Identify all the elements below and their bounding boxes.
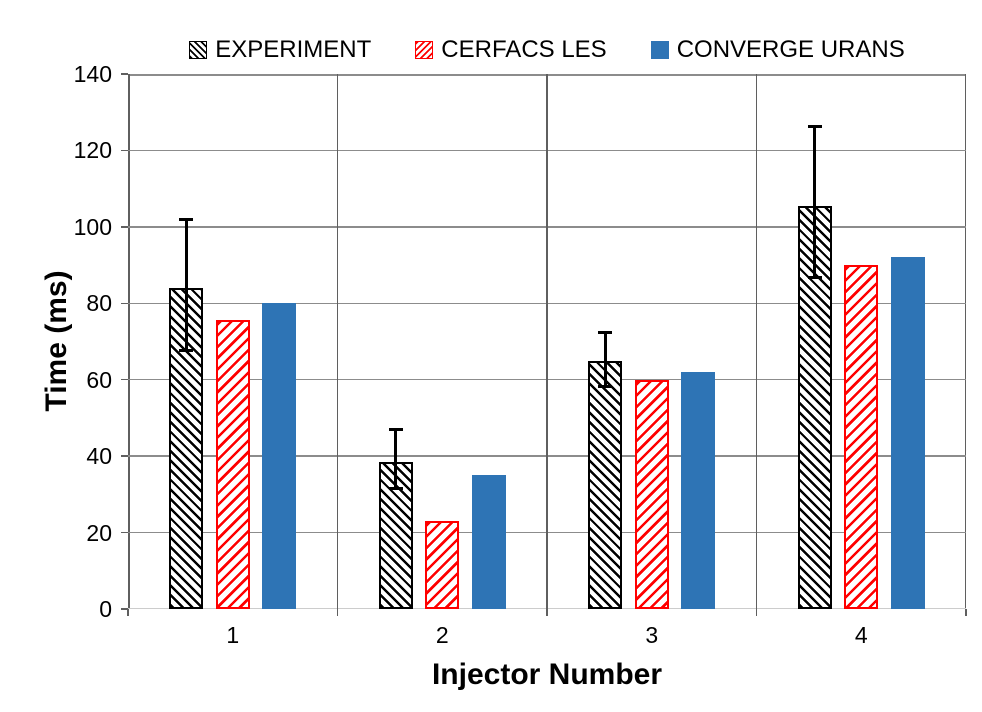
x-tick-mark	[336, 609, 339, 616]
y-tick-label: 60	[86, 366, 112, 393]
y-tick-mark	[121, 149, 128, 152]
bar-hatch-red-injector-3	[634, 379, 669, 609]
experiment-hatch-swatch-icon	[189, 41, 208, 59]
error-bar-line	[394, 429, 398, 489]
y-axis-line	[128, 74, 130, 609]
x-tick-mark	[546, 609, 548, 616]
error-bar-cap-top	[598, 330, 613, 334]
bar-hatch-red-injector-2	[425, 521, 460, 609]
x-tick-mark	[965, 609, 967, 616]
legend-item-experiment: EXPERIMENT	[189, 36, 371, 64]
error-bar-cap-bottom	[807, 276, 822, 280]
y-tick-mark	[121, 531, 128, 534]
x-tick-mark	[755, 609, 758, 616]
cerfacs-les-hatch-swatch-icon	[415, 41, 434, 59]
legend-label-converge-urans: CONVERGE URANS	[676, 36, 905, 63]
bar-solid-blue-injector-3	[681, 372, 716, 609]
y-tick-mark	[121, 455, 128, 457]
bar-solid-blue-injector-2	[471, 475, 506, 609]
legend-label-cerfacs-les: CERFACS LES	[441, 36, 607, 63]
x-axis-title: Injector Number	[431, 658, 663, 691]
y-tick-mark	[121, 302, 128, 305]
bar-hatch-red-injector-4	[844, 265, 879, 609]
bar-hatch-red-injector-1	[215, 320, 250, 609]
y-tick-label: 140	[73, 61, 112, 87]
category-separator	[336, 74, 339, 609]
bar-solid-blue-injector-4	[890, 257, 925, 609]
error-bar-cap-top	[179, 218, 194, 222]
legend-label-experiment: EXPERIMENT	[215, 36, 372, 63]
error-bar-cap-top	[388, 428, 403, 432]
y-tick-label: 120	[73, 137, 112, 164]
error-bar-line	[603, 331, 607, 388]
category-separator	[755, 74, 758, 609]
y-tick-label: 20	[86, 519, 112, 546]
converge-urans-swatch-icon	[650, 41, 669, 59]
error-bar-line	[184, 219, 188, 352]
x-tick-label: 4	[854, 622, 868, 648]
category-separator	[546, 74, 548, 609]
y-tick-label: 40	[86, 443, 112, 470]
bar-hatch-black-injector-3	[588, 360, 623, 609]
legend-item-cerfacs-les: CERFACS LES	[415, 36, 607, 64]
y-tick-mark	[121, 378, 128, 381]
plot-area	[128, 74, 966, 609]
y-tick-label: 100	[73, 213, 112, 240]
error-bar-cap-bottom	[179, 349, 194, 353]
y-tick-label: 0	[99, 596, 112, 622]
y-tick-mark	[121, 73, 128, 75]
y-tick-mark	[121, 226, 128, 228]
bar-solid-blue-injector-1	[262, 303, 297, 609]
error-bar-cap-top	[807, 124, 822, 128]
x-tick-mark	[127, 609, 129, 616]
error-bar-cap-bottom	[388, 486, 403, 490]
x-tick-label: 3	[645, 622, 659, 648]
x-tick-label: 2	[435, 622, 449, 648]
y-tick-label: 80	[86, 290, 112, 317]
legend-item-converge-urans: CONVERGE URANS	[650, 36, 905, 64]
plot-border-right	[964, 74, 966, 609]
x-tick-label: 1	[226, 622, 240, 648]
legend: EXPERIMENT CERFACS LES CONVERGE URANS	[128, 36, 966, 64]
y-tick-mark	[121, 608, 128, 610]
error-bar-line	[813, 125, 817, 279]
error-bar-cap-bottom	[598, 385, 613, 389]
